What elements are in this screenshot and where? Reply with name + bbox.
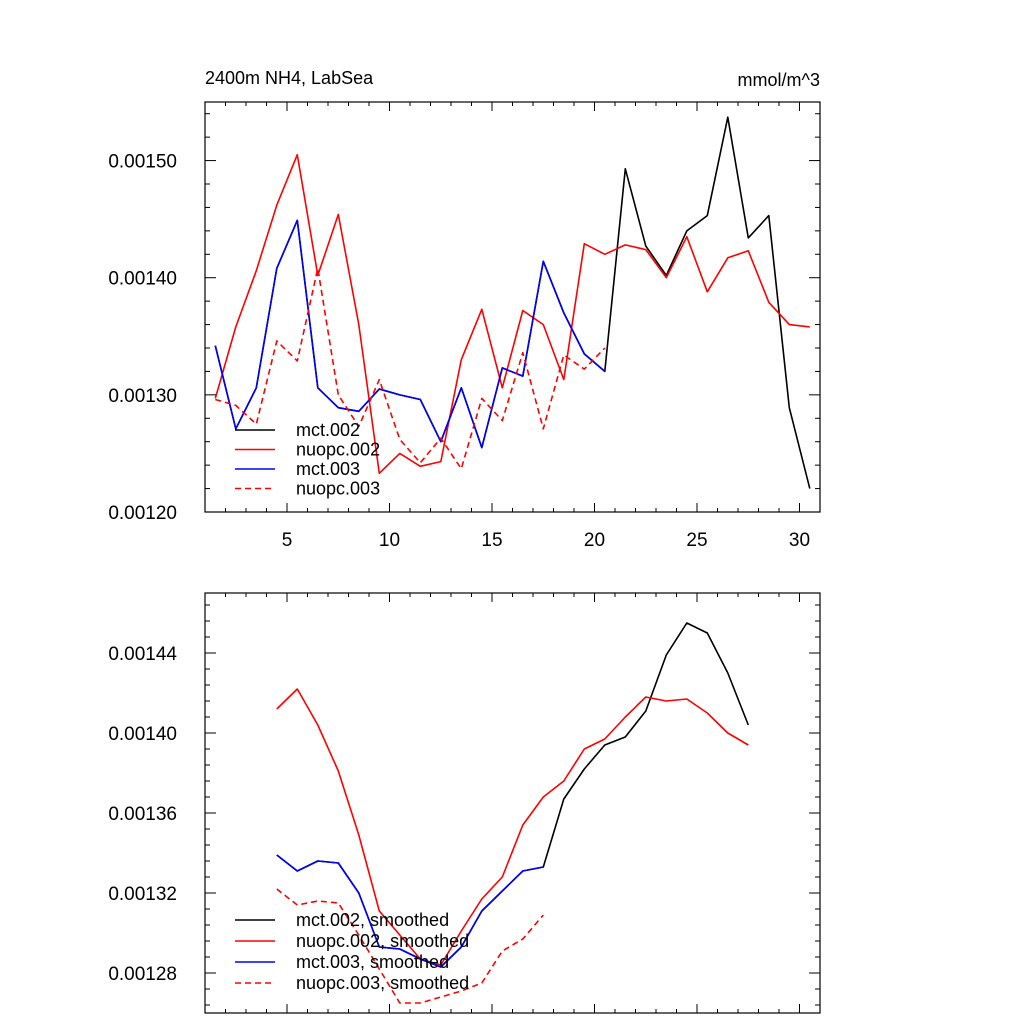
top-line-chart: 5 10 15 20 25 300.001200.001300.001400.00150 … (108, 68, 821, 551)
x-tick-label: 30 (789, 530, 810, 551)
series-line-2 (276, 854, 544, 968)
legend-label-1: nuopc.002, smoothed (296, 931, 469, 951)
series-line-3 (215, 267, 606, 470)
y-tick-label: 0.00140 (108, 269, 177, 290)
bottom-line-chart: 0.00128 0.00132 0.00136 0.00140 0.00144 mct.… (108, 592, 821, 1014)
top-chart-series-lines (214, 116, 811, 489)
legend-label-3: nuopc.003, smoothed (296, 973, 469, 993)
legend-label-3: nuopc.003 (296, 479, 380, 499)
series-line-3 (276, 888, 544, 1004)
x-tick-label: 10 (379, 530, 400, 551)
top-chart-tick-labels: 5 10 15 20 25 30 0.00120 0.00130 0.00140 0.00150 (108, 152, 810, 551)
bottom-chart-axis-ticks (204, 593, 821, 1013)
x-tick-label: 5 (282, 530, 293, 551)
bottom-chart-series-lines (276, 622, 750, 1004)
y-tick-label: 0.00136 (108, 804, 177, 825)
legend-label-2: mct.003, smoothed (296, 952, 449, 972)
y-tick-label: 0.00128 (108, 964, 177, 985)
legend-label-1: nuopc.002 (296, 440, 380, 460)
series-line-1 (214, 153, 810, 475)
top-chart-axis-ticks (204, 102, 821, 513)
y-tick-label: 0.00120 (108, 503, 177, 524)
x-tick-label: 25 (686, 530, 707, 551)
bottom-chart-tick-labels: 0.00128 0.00132 0.00136 0.00140 0.00144 (108, 644, 177, 985)
top-chart-title: 2400m NH4, LabSea (205, 68, 374, 88)
y-tick-label: 0.00144 (108, 644, 177, 665)
series-line-2 (214, 219, 606, 449)
y-tick-label: 0.00150 (108, 152, 177, 173)
y-tick-label: 0.00130 (108, 386, 177, 407)
top-chart-units-label: mmol/m^3 (738, 70, 820, 90)
y-tick-label: 0.00132 (108, 884, 177, 905)
legend-label-0: mct.002 (296, 420, 360, 440)
series-line-1 (276, 688, 749, 966)
legend-label-0: mct.002, smoothed (296, 910, 449, 930)
x-tick-label: 20 (584, 530, 605, 551)
x-tick-label: 15 (481, 530, 502, 551)
y-tick-label: 0.00140 (108, 724, 177, 745)
legend-label-2: mct.003 (296, 459, 360, 479)
